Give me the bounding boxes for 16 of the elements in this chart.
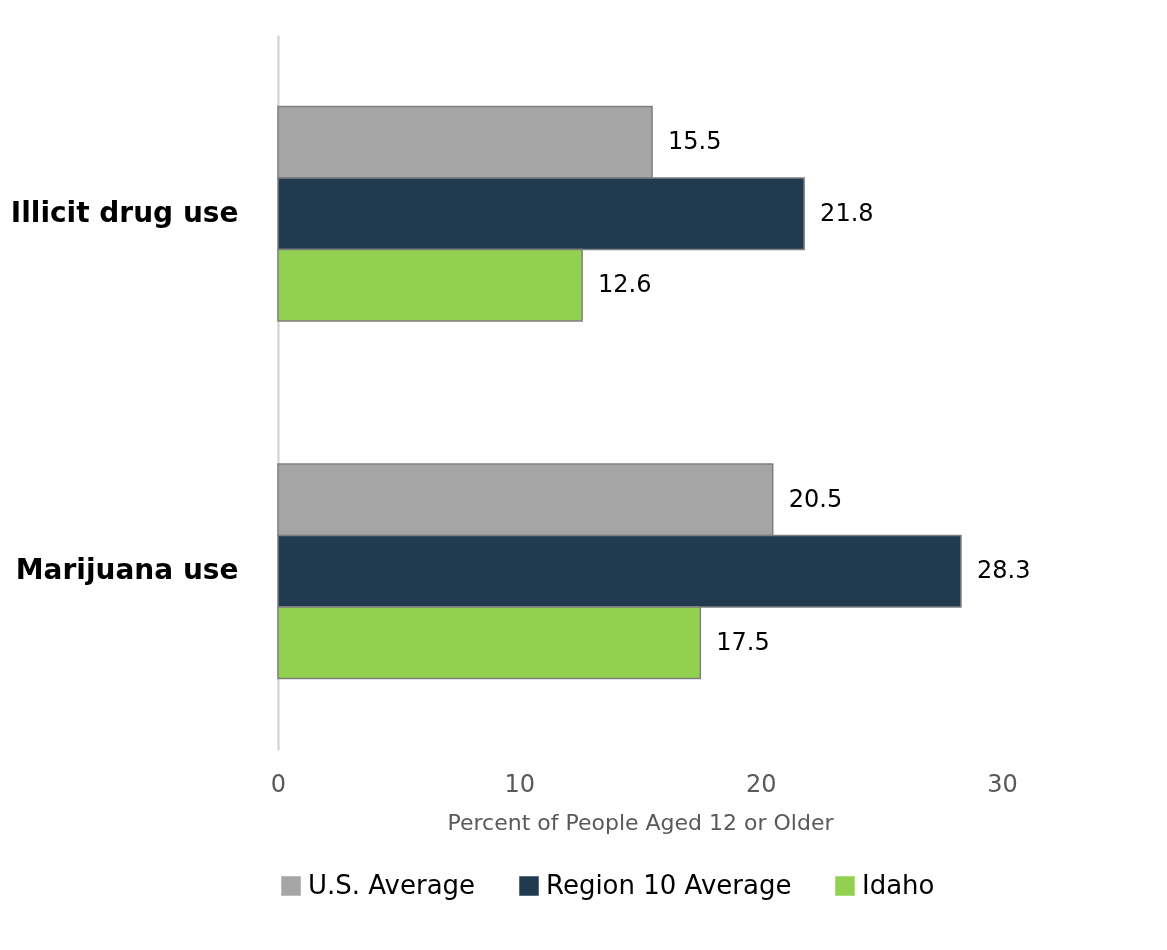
x-tick-label: 20 xyxy=(745,769,777,798)
data-label: 20.5 xyxy=(788,484,843,513)
legend-label: Region 10 Average xyxy=(546,870,792,900)
data-label: 17.5 xyxy=(716,627,770,656)
data-label: 21.8 xyxy=(820,198,874,227)
x-axis-title: Percent of People Aged 12 or Older xyxy=(447,809,835,835)
data-label: 28.3 xyxy=(976,556,1031,585)
x-tick-label: 30 xyxy=(987,769,1018,798)
x-tick-label: 10 xyxy=(504,769,536,798)
legend-label: Idaho xyxy=(862,870,935,900)
data-label: 12.6 xyxy=(598,270,652,299)
data-label: 15.5 xyxy=(668,127,722,156)
legend-label: U.S. Average xyxy=(308,870,476,900)
x-tick-label: 0 xyxy=(270,769,287,798)
y-tick-label: Illicit drug use xyxy=(10,195,239,229)
y-tick-label: Marijuana use xyxy=(15,553,239,587)
